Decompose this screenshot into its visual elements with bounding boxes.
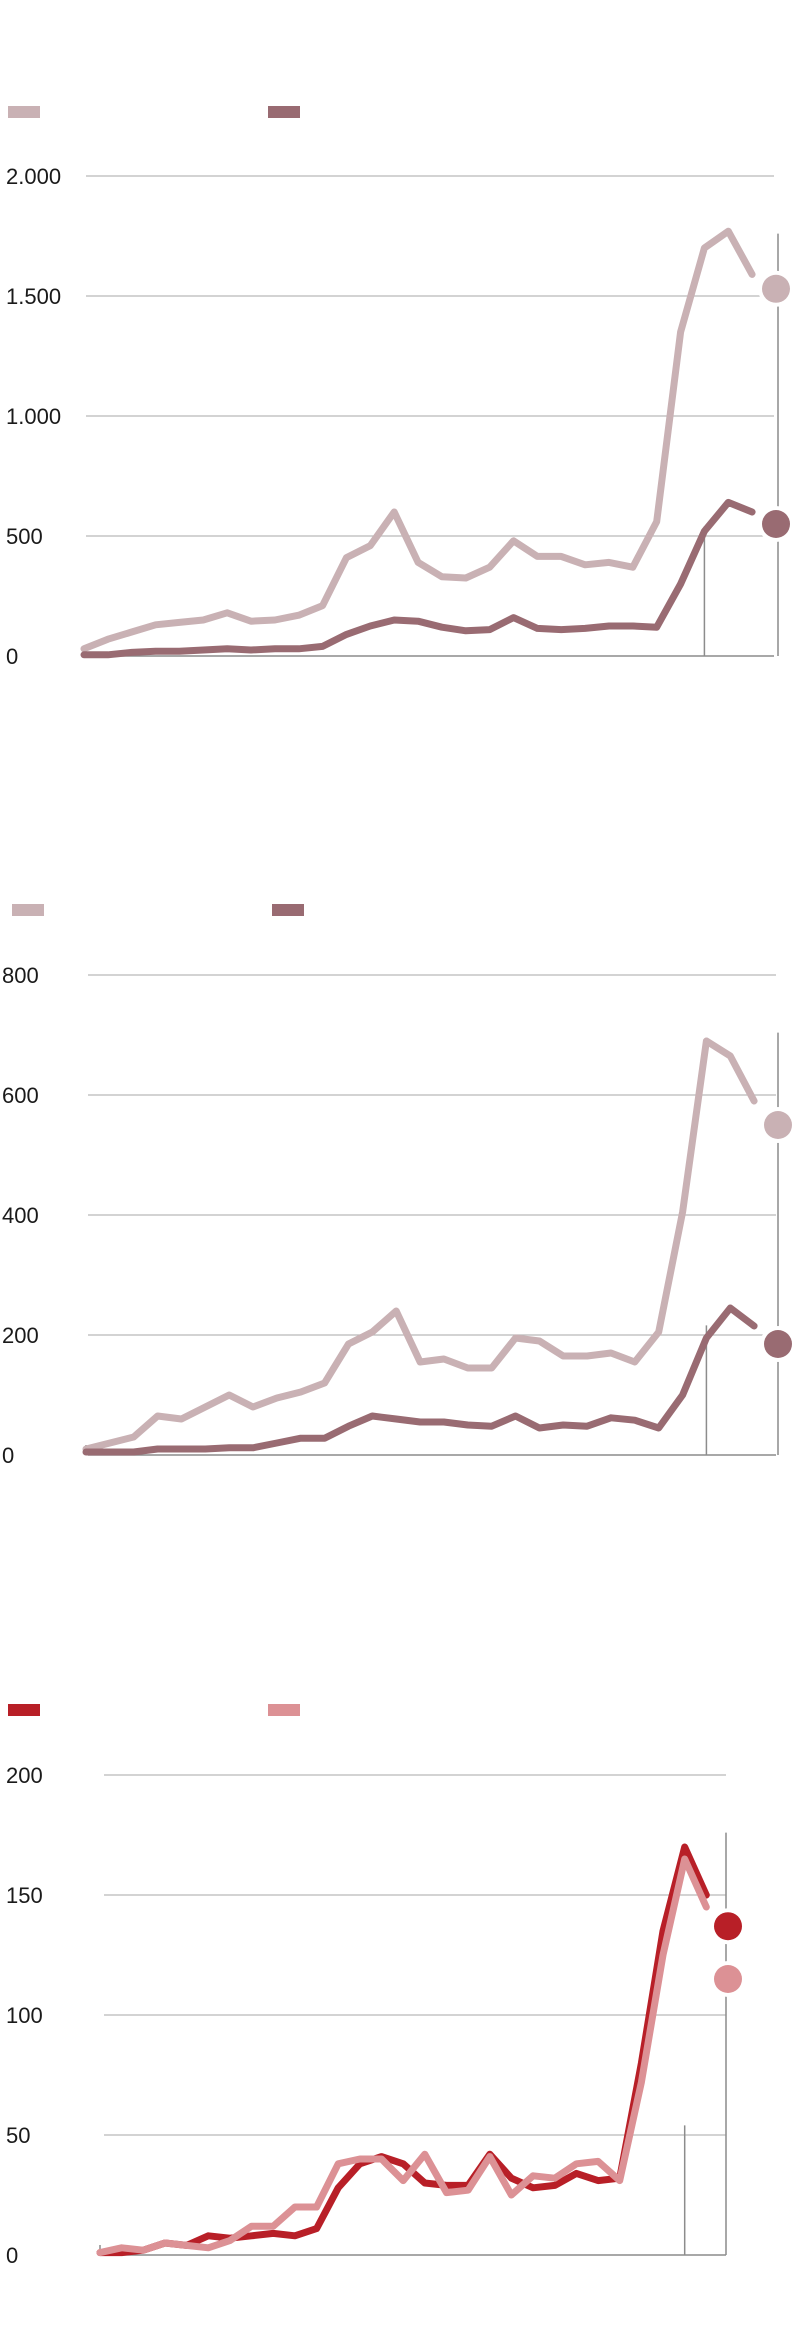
- end-point-2: [714, 1965, 742, 1993]
- legend-swatch-2: [268, 106, 300, 118]
- series-line-2: [80, 498, 756, 659]
- legend-swatch-1: [8, 1704, 40, 1716]
- y-tick-label-1000: 1.000: [6, 404, 61, 429]
- y-tick-label-2000: 2.000: [6, 164, 61, 189]
- y-tick-label-0: 0: [6, 2243, 18, 2268]
- line-chart-3: 0 50 100 150 200: [6, 1704, 746, 2268]
- legend-swatch-2: [272, 904, 304, 916]
- series-line-1: [82, 1037, 758, 1453]
- y-tick-label-0: 0: [6, 644, 18, 669]
- y-tick-label-50: 50: [6, 2123, 30, 2148]
- y-tick-label-150: 150: [6, 1883, 43, 1908]
- end-point-1: [714, 1912, 742, 1941]
- y-tick-label-600: 600: [2, 1083, 39, 1108]
- series-line-1: [80, 227, 756, 653]
- y-tick-label-1500: 1.500: [6, 284, 61, 309]
- line-chart-2: 0 200 400 600 800: [2, 904, 796, 1468]
- end-point-2: [764, 1330, 792, 1358]
- legend-swatch-1: [8, 106, 40, 118]
- legend-swatch-1: [12, 904, 44, 916]
- line-chart-1: 0 500 1.000 1.500 2.000: [6, 106, 794, 669]
- y-tick-label-500: 500: [6, 524, 43, 549]
- series-line-2: [96, 1855, 710, 2257]
- y-tick-label-0: 0: [2, 1443, 14, 1468]
- series-line-2: [82, 1304, 758, 1456]
- end-point-1: [762, 274, 790, 303]
- y-tick-label-100: 100: [6, 2003, 43, 2028]
- y-tick-label-200: 200: [2, 1323, 39, 1348]
- legend-swatch-2: [268, 1704, 300, 1716]
- end-point-1: [764, 1111, 792, 1139]
- y-tick-label-200: 200: [6, 1763, 43, 1788]
- y-tick-label-400: 400: [2, 1203, 39, 1228]
- end-point-2: [762, 510, 790, 538]
- y-tick-label-800: 800: [2, 963, 39, 988]
- series-line-1: [96, 1843, 710, 2257]
